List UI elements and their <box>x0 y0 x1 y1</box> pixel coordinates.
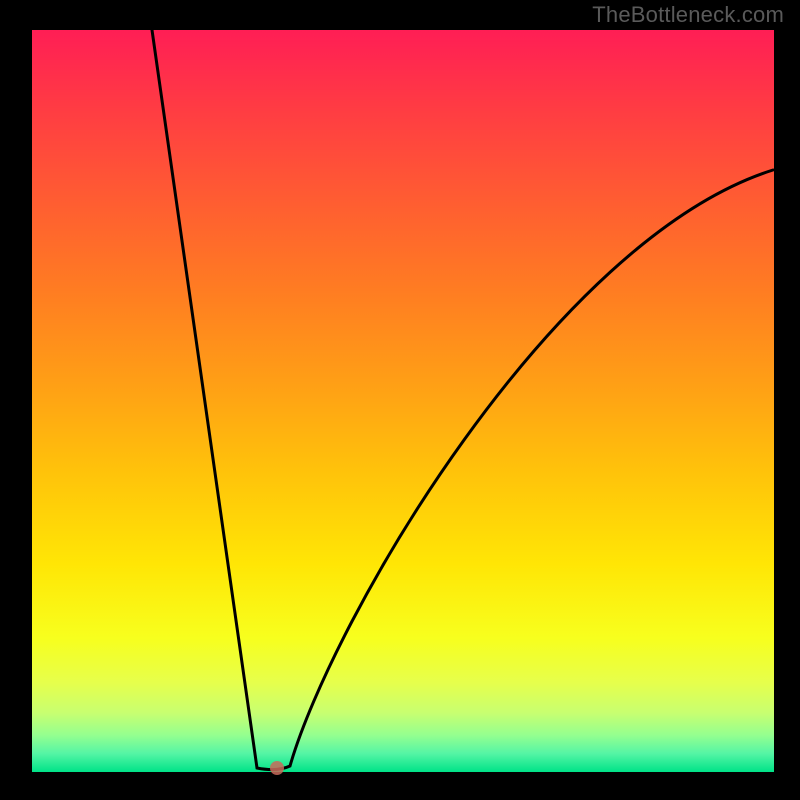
bottleneck-curve <box>32 30 774 772</box>
curve-path <box>152 30 773 770</box>
chart-container: TheBottleneck.com <box>0 0 800 800</box>
watermark-text: TheBottleneck.com <box>592 2 784 28</box>
vertex-marker <box>270 761 284 775</box>
